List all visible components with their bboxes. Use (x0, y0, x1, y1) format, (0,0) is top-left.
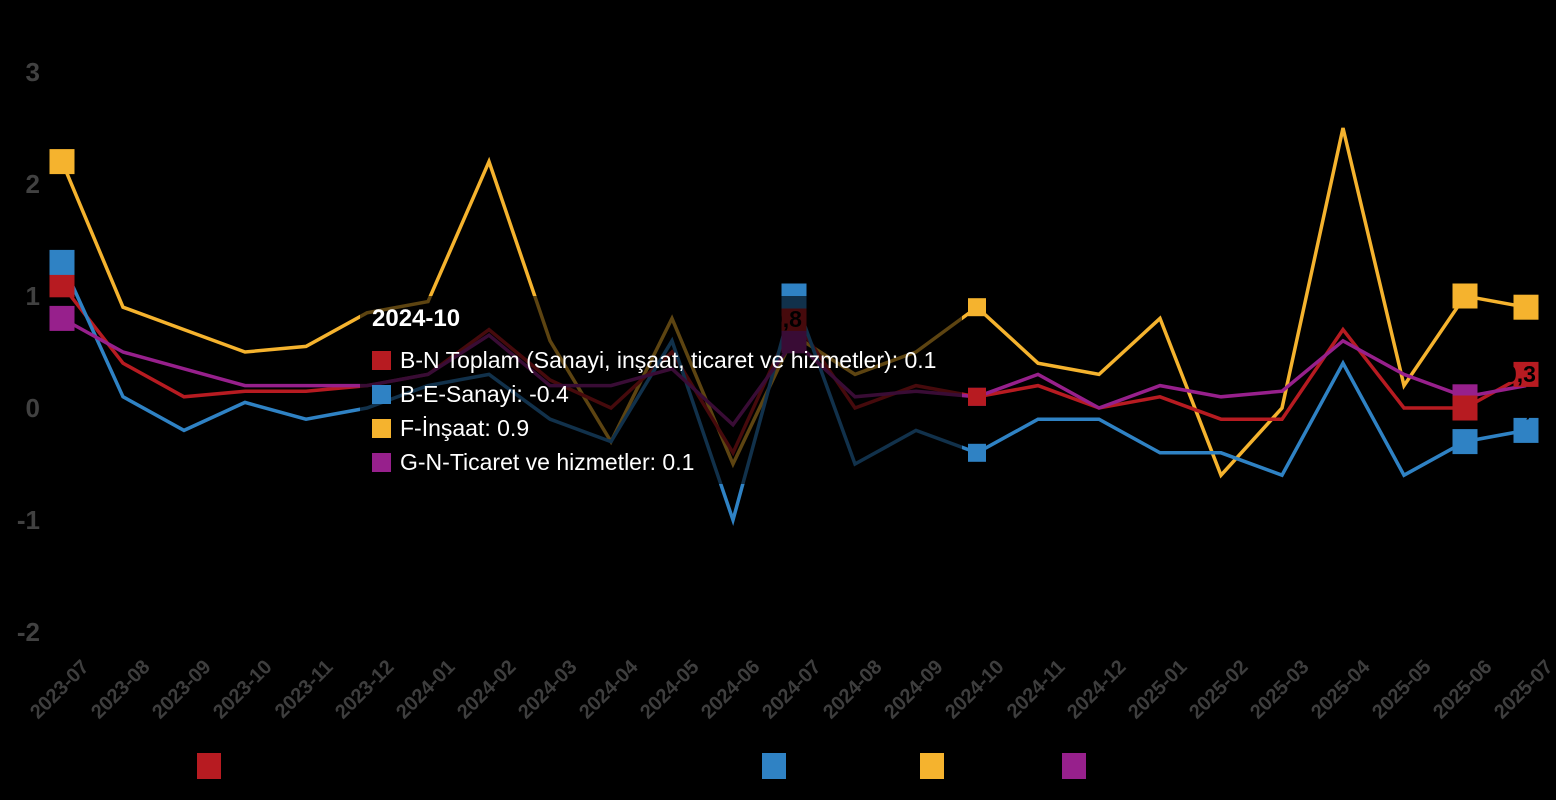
tooltip-row: G-N-Ticaret ve hizmetler: 0.1 (372, 445, 950, 479)
legend-item[interactable]: B-E-Sanayi (762, 753, 892, 779)
legend-item[interactable]: B-N Toplam (Sanayi, inşaat, ticaret ve h… (197, 753, 637, 779)
legend-swatch-icon (920, 753, 944, 779)
legend-item-label: B-N Toplam (Sanayi, inşaat, ticaret ve h… (231, 755, 638, 776)
marker-f-insaat-2025-06[interactable] (1452, 283, 1478, 309)
legend-swatch-icon (762, 753, 786, 779)
legend-item[interactable]: G-N-Ticaret ve hizmetler (1062, 753, 1302, 779)
series-swatch-icon (372, 384, 391, 404)
marker-f-insaat-2023-07[interactable] (49, 149, 75, 175)
series-swatch-icon (372, 350, 391, 370)
legend-item-label: B-E-Sanayi (796, 755, 893, 776)
tooltip-row: F-İnşaat: 0.9 (372, 411, 950, 445)
marker-be-sanayi-2023-07[interactable] (49, 249, 75, 275)
series-swatch-icon (372, 418, 391, 438)
y-tick-label: 1 (25, 281, 40, 311)
tooltip-row-label: F-İnşaat: 0.9 (400, 414, 530, 441)
y-tick-label: 2 (25, 169, 40, 199)
legend-item-label: F-İnşaat (954, 755, 1024, 776)
point-value-label: 0,3 (1504, 361, 1536, 387)
y-tick-label: 0 (25, 393, 40, 423)
tooltip-row-label: B-E-Sanayi: -0.4 (400, 380, 569, 407)
y-tick-label: -1 (16, 505, 40, 535)
tooltip-title: 2024-10 (372, 305, 461, 332)
legend-item-label: G-N-Ticaret ve hizmetler (1096, 755, 1303, 776)
series-swatch-icon (372, 452, 391, 472)
point-value-label: -0,2 (1504, 395, 1544, 421)
tooltip-row-label: B-N Toplam (Sanayi, inşaat, ticaret ve h… (400, 346, 937, 373)
marker-be-sanayi-2025-07[interactable] (1513, 417, 1539, 443)
marker-be-sanayi-2024-10[interactable] (968, 443, 986, 462)
marker-gn-ticaret-2023-07[interactable] (49, 305, 75, 331)
marker-bn-toplam-2023-07[interactable] (49, 272, 75, 298)
tooltip: 2024-10 B-N Toplam (Sanayi, inşaat, tica… (360, 296, 962, 484)
tooltip-row: B-E-Sanayi: -0.4 (372, 377, 950, 411)
y-tick-label: 3 (25, 57, 40, 87)
legend-swatch-icon (197, 753, 221, 779)
marker-be-sanayi-2025-06[interactable] (1452, 429, 1478, 455)
marker-bn-toplam-2025-07[interactable] (1513, 361, 1539, 387)
marker-bn-toplam-2024-10[interactable] (968, 387, 986, 406)
legend-swatch-icon (1062, 753, 1086, 779)
marker-f-insaat-2024-10[interactable] (968, 298, 986, 317)
tooltip-row: B-N Toplam (Sanayi, inşaat, ticaret ve h… (372, 343, 950, 377)
tooltip-row-label: G-N-Ticaret ve hizmetler: 0.1 (400, 448, 695, 475)
legend-item[interactable]: F-İnşaat (920, 753, 1024, 779)
marker-bn-toplam-2025-06[interactable] (1452, 395, 1478, 421)
marker-f-insaat-2025-07[interactable] (1513, 294, 1539, 320)
y-tick-label: -2 (16, 617, 40, 647)
